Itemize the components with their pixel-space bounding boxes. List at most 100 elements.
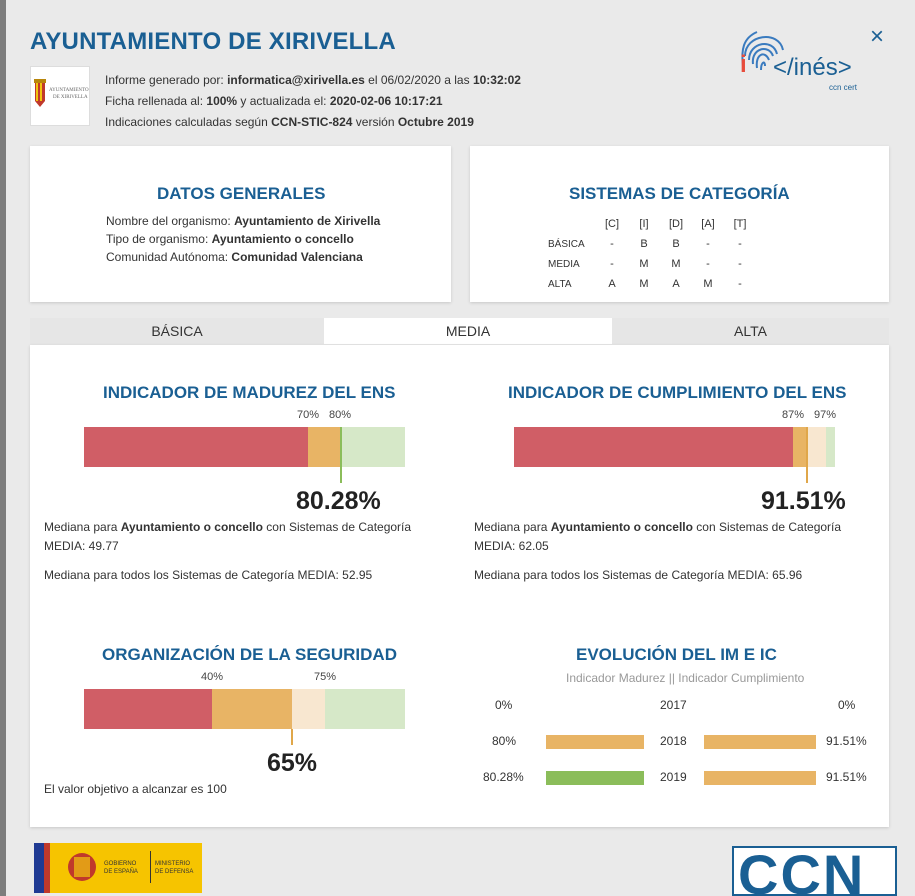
close-icon[interactable]: × <box>870 23 885 50</box>
coat-of-arms-icon: AYUNTAMIENTO DE XIRIVELLA <box>34 79 89 107</box>
svg-text:DE DEFENSA: DE DEFENSA <box>155 869 193 875</box>
evo-ic-bar-2019 <box>704 771 816 785</box>
cell: A <box>608 278 616 290</box>
madurez-seg-green <box>340 427 405 467</box>
tab-alta[interactable]: ALTA <box>612 318 889 345</box>
sistemas-card: SISTEMAS DE CATEGORÍA [C] [I] [D] [A] [T… <box>470 146 889 302</box>
spain-flag-icon: GOBIERNO DE ESPAÑA MINISTERIO DE DEFENSA <box>34 843 193 893</box>
sistemas-row-alta: ALTA A M A M - <box>548 274 756 294</box>
svg-text:DE XIRIVELLA: DE XIRIVELLA <box>53 95 88 100</box>
organizacion-seg-red <box>84 689 212 729</box>
svg-text:GOBIERNO: GOBIERNO <box>104 861 137 867</box>
evo-im-bar-2019 <box>546 771 644 785</box>
organizacion-seg-orange <box>212 689 292 729</box>
madurez-bar <box>84 427 405 467</box>
madurez-seg-orange <box>308 427 340 467</box>
cell: M <box>671 258 681 270</box>
cell: - <box>738 258 742 270</box>
col-i: [I] <box>639 218 649 230</box>
madurez-marker <box>340 427 342 483</box>
cell: - <box>610 238 614 250</box>
evo-im-bar-2018 <box>546 735 644 749</box>
evo-im-2019: 80.28% <box>483 770 524 784</box>
svg-text:</inés>: </inés> <box>773 54 852 81</box>
evolucion-title: EVOLUCIÓN DEL IM E IC <box>576 645 777 664</box>
ccn-letters-icon: CCN <box>738 843 865 896</box>
cell: - <box>610 258 614 270</box>
info-indications: Indicaciones calculadas según CCN-STIC-8… <box>105 115 474 129</box>
cell: M <box>639 278 649 290</box>
svg-text:CCN: CCN <box>738 848 865 894</box>
cumplimiento-threshold-low: 87% <box>782 409 805 421</box>
cell: - <box>706 238 710 250</box>
municipality-logo: AYUNTAMIENTO DE XIRIVELLA <box>30 66 90 126</box>
madurez-note1: Mediana para Ayuntamiento o concello con… <box>44 520 412 553</box>
cell: - <box>738 238 742 250</box>
organizacion-marker <box>291 729 293 745</box>
organizacion-value: 65% <box>267 749 318 777</box>
cell: - <box>706 258 710 270</box>
madurez-value: 80.28% <box>296 487 381 515</box>
evolucion-subtitle: Indicador Madurez || Indicador Cumplimie… <box>566 671 805 685</box>
cell: B <box>672 238 680 250</box>
col-a: [A] <box>701 218 715 230</box>
datos-generales-rows: Nombre del organismo: Ayuntamiento de Xi… <box>106 212 380 266</box>
evo-im-2017: 0% <box>495 698 513 712</box>
madurez-threshold-low: 70% <box>297 409 320 421</box>
category-tabs: BÁSICA MEDIA ALTA <box>30 318 889 345</box>
sistemas-header-row: [C] [I] [D] [A] [T] <box>548 214 756 234</box>
page-title: AYUNTAMIENTO DE XIRIVELLA <box>30 28 396 55</box>
svg-text:DE ESPAÑA: DE ESPAÑA <box>104 868 138 875</box>
evo-year-2019: 2019 <box>660 770 687 784</box>
organizacion-bar <box>84 689 405 729</box>
svg-text:i: i <box>740 51 747 78</box>
tab-basica[interactable]: BÁSICA <box>30 318 324 345</box>
datos-generales-title: DATOS GENERALES <box>157 184 326 203</box>
cumplimiento-note2: Mediana para todos los Sistemas de Categ… <box>474 568 803 582</box>
evo-ic-bar-2018 <box>704 735 816 749</box>
svg-text:MINISTERIO: MINISTERIO <box>155 861 190 867</box>
svg-text:AYUNTAMIENTO: AYUNTAMIENTO <box>49 88 89 93</box>
organizacion-seg-green <box>325 689 405 729</box>
cumplimiento-threshold-high: 97% <box>814 409 837 421</box>
cumplimiento-seg-green <box>826 427 835 467</box>
row-tipo: Tipo de organismo: Ayuntamiento o concel… <box>106 232 354 246</box>
tab-media[interactable]: MEDIA <box>324 318 612 345</box>
cumplimiento-bar <box>514 427 835 467</box>
cumplimiento-marker <box>806 427 808 483</box>
evo-ic-2017: 0% <box>838 698 856 712</box>
level-label: BÁSICA <box>548 238 585 250</box>
sistemas-title: SISTEMAS DE CATEGORÍA <box>569 184 790 203</box>
indicators-panel: INDICADOR DE MADUREZ DEL ENS 70% 80% 80.… <box>30 345 889 827</box>
cumplimiento-seg-cream <box>808 427 826 467</box>
cell: M <box>639 258 649 270</box>
cell: M <box>703 278 713 290</box>
evo-year-2017: 2017 <box>660 698 687 712</box>
cumplimiento-title: INDICADOR DE CUMPLIMIENTO DEL ENS <box>508 383 847 402</box>
organizacion-threshold-low: 40% <box>201 671 224 683</box>
cumplimiento-seg-orange <box>793 427 808 467</box>
cumplimiento-value: 91.51% <box>761 487 846 515</box>
level-label: ALTA <box>548 278 572 290</box>
level-label: MEDIA <box>548 258 580 270</box>
datos-generales-card: DATOS GENERALES Nombre del organismo: Ay… <box>30 146 451 302</box>
ccn-logo: CCN <box>732 843 897 896</box>
organizacion-title: ORGANIZACIÓN DE LA SEGURIDAD <box>102 645 397 664</box>
evo-year-2018: 2018 <box>660 734 687 748</box>
sistemas-row-basica: BÁSICA - B B - - <box>548 234 756 254</box>
cell: - <box>738 278 742 290</box>
organizacion-threshold-high: 75% <box>314 671 337 683</box>
evo-im-2018: 80% <box>492 734 517 748</box>
cumplimiento-note1: Mediana para Ayuntamiento o concello con… <box>474 520 842 553</box>
cell: A <box>672 278 680 290</box>
madurez-title: INDICADOR DE MADUREZ DEL ENS <box>103 383 396 402</box>
organizacion-note: El valor objetivo a alcanzar es 100 <box>44 782 227 796</box>
sistemas-corner <box>548 214 596 234</box>
evo-ic-2018: 91.51% <box>826 734 867 748</box>
col-c: [C] <box>604 218 620 230</box>
sistemas-row-media: MEDIA - M M - - <box>548 254 756 274</box>
col-d: [D] <box>668 218 684 230</box>
col-t: [T] <box>733 218 747 230</box>
organizacion-seg-cream <box>292 689 325 729</box>
madurez-threshold-high: 80% <box>329 409 352 421</box>
